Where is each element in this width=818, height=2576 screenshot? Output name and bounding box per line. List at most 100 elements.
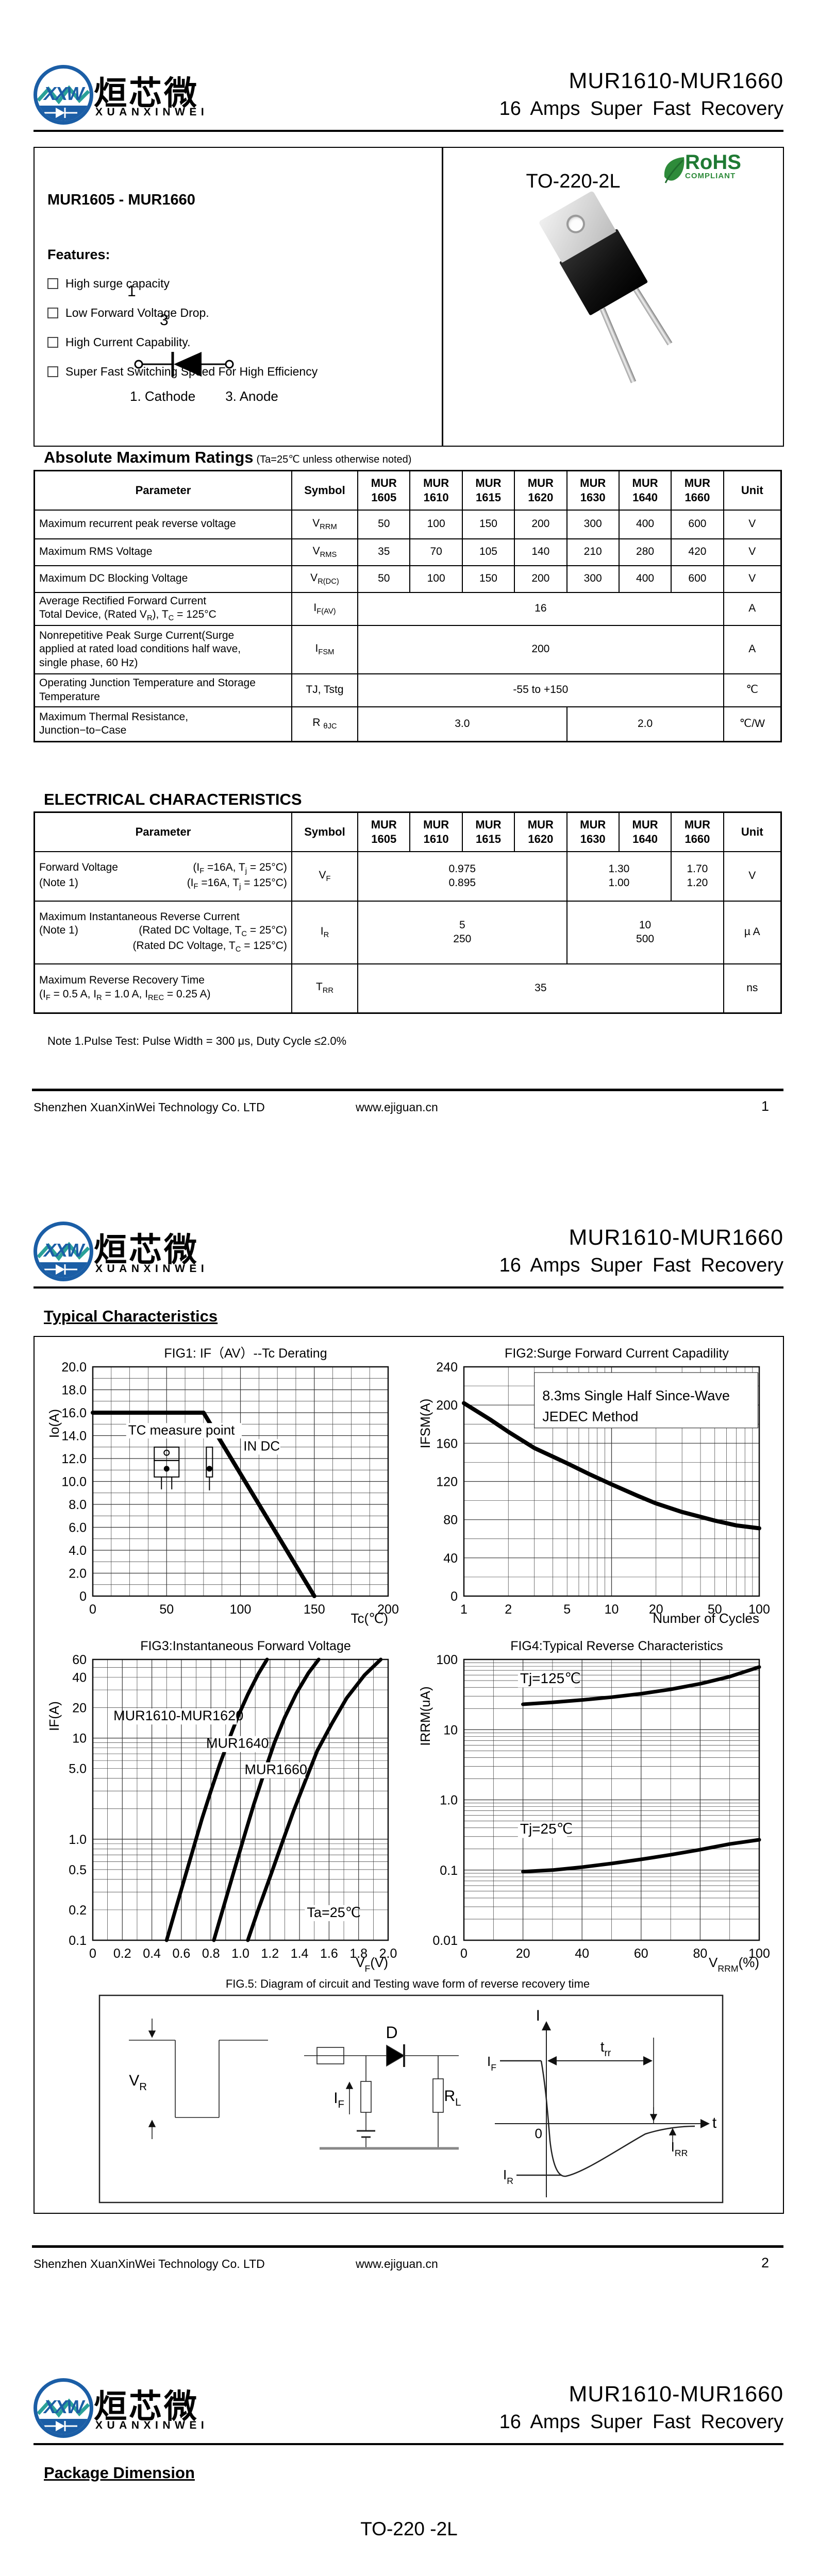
table-cell: Maximum Thermal Resistance, Junction−to−C… (34, 706, 292, 742)
lead-1 (599, 307, 637, 383)
feature-text: Low Forward Voltage Drop. (65, 306, 209, 319)
x-tick-label: 1 (460, 1602, 468, 1617)
pin-legend: 1. Cathode 3. Anode (130, 388, 308, 404)
table-cell: 200 (514, 565, 567, 593)
y-tick-label: 2.0 (69, 1567, 87, 1581)
x-tick-label: 100 (748, 1602, 770, 1617)
y-tick-label: 5.0 (69, 1762, 87, 1776)
fig5-geometry (98, 1994, 724, 2204)
table-row: Operating Junction Temperature and Stora… (34, 673, 782, 707)
table-cell: Operating Junction Temperature and Stora… (34, 673, 292, 707)
table-cell: 140 (514, 538, 567, 566)
chart-series (164, 1657, 269, 1942)
table-cell: Maximum Instantaneous Reverse Current (No… (34, 900, 292, 964)
footer-company: Shenzhen XuanXinWei Technology Co. LTD (34, 1100, 265, 1114)
svg-label: I (536, 2007, 540, 2024)
column-header: Parameter (34, 811, 292, 852)
y-tick-label: 10 (72, 1732, 87, 1746)
y-tick-label: 0 (79, 1589, 87, 1604)
footer-rule (32, 2245, 783, 2248)
x-tick-label: 50 (159, 1602, 174, 1617)
column-header: MUR 1610 (409, 811, 463, 852)
chart-series (246, 1657, 383, 1942)
column-header: MUR 1605 (357, 470, 411, 511)
table-cell: 16 (357, 591, 724, 626)
table-cell: 5 250 (357, 900, 567, 964)
logo-letters: XXW (43, 1240, 84, 1261)
doc-title: MUR1610-MUR1660 (569, 69, 783, 93)
header-rule (34, 1286, 783, 1289)
y-tick-label: 8.0 (69, 1498, 87, 1512)
logo-wave-icon (37, 85, 90, 105)
table-cell: V (723, 565, 782, 593)
header-rule (34, 130, 783, 132)
feature-item: Low Forward Voltage Drop. (47, 306, 209, 320)
logo-letters: XXW (43, 2396, 84, 2417)
table-cell: 300 (566, 565, 620, 593)
table-cell: V (723, 851, 782, 902)
table-cell: 200 (357, 624, 724, 674)
y-axis-label: IRRM(uA) (418, 1686, 433, 1746)
table-cell: 300 (566, 509, 620, 539)
y-tick-label: 80 (443, 1513, 458, 1528)
column-header: MUR 1610 (409, 470, 463, 511)
table-cell: Nonrepetitive Peak Surge Current(Surge ap… (34, 624, 292, 674)
figures-box (34, 1336, 784, 2214)
table-row: Maximum RMS Voltage VRMS 35 70 105 140 210 280 4… (34, 538, 782, 566)
table-cell: 0.975 0.895 (357, 851, 567, 902)
x-tick-label: 1.8 (349, 1946, 368, 1961)
x-tick-label: 100 (230, 1602, 252, 1617)
table-cell: 35 (357, 538, 411, 566)
x-tick-label: 0.2 (113, 1946, 131, 1961)
svg-label: t (712, 2114, 717, 2131)
y-tick-label: 1.0 (440, 1793, 458, 1808)
x-tick-label: 0.4 (143, 1946, 161, 1961)
table-cell: ℃ (723, 673, 782, 707)
part-range: MUR1605 - MUR1660 (47, 192, 195, 208)
chart-annotation: Tj=25℃ (520, 1821, 573, 1837)
table-cell: 100 (409, 565, 463, 593)
checkbox-icon (47, 366, 58, 377)
table-cell: 3.0 (357, 706, 567, 742)
chart-series (91, 1411, 316, 1598)
chart-title: FIG3:Instantaneous Forward Voltage (140, 1639, 351, 1653)
x-tick-label: 0 (460, 1946, 468, 1961)
package-name: TO-220 -2L (360, 2518, 458, 2539)
table-cell: 600 (671, 565, 724, 593)
chart-annotation: IN DC (243, 1438, 280, 1453)
column-header: MUR 1620 (514, 811, 567, 852)
column-header: MUR 1640 (618, 470, 672, 511)
table-cell: 200 (514, 509, 567, 539)
legend-cathode: 1. Cathode (130, 388, 196, 404)
table-cell: IFSM (291, 624, 359, 674)
diode-symbol (134, 352, 234, 377)
svg-label: 0 (535, 2126, 542, 2141)
page-3: XXW 烜芯微 XUANXINWEI MUR1610-MUR1660 16 Am… (0, 2313, 818, 2576)
checkbox-icon (47, 337, 58, 348)
table-row: Maximum Instantaneous Reverse Current (No… (34, 900, 782, 964)
logo-wave-icon (37, 1242, 90, 1261)
x-tick-label: 100 (748, 1946, 770, 1961)
y-tick-label: 20 (72, 1701, 87, 1716)
column-header: MUR 1630 (566, 470, 620, 511)
x-tick-label: 0.6 (173, 1946, 191, 1961)
to220-mini-icon (206, 1446, 213, 1490)
brand-name-cn: 烜芯微 (94, 2388, 199, 2425)
fig2-surge-chart: 1 2 5 10 20 50 100 240 200 160 120 80 40 0 8.3ms Singl… (418, 1346, 770, 1626)
y-tick-label: 10.0 (61, 1475, 87, 1489)
feature-item: High surge capacity (47, 277, 170, 291)
table-row: Forward Voltage (IF =16A, Tj = 25°C) (Note… (34, 851, 782, 902)
rohs-text: RoHS (685, 151, 741, 174)
y-tick-label: 0.2 (69, 1903, 87, 1918)
header-rule (34, 2443, 783, 2445)
table-cell: VRRM (291, 509, 359, 539)
table-cell: 210 (566, 538, 620, 566)
column-header: MUR 1630 (566, 811, 620, 852)
logo-wave-icon (37, 2398, 90, 2418)
doc-subtitle: 16 Amps Super Fast Recovery (499, 1255, 783, 1276)
chart-annotation: Tj=125℃ (520, 1670, 581, 1686)
table-cell: VR(DC) (291, 565, 359, 593)
svg-label: IF (487, 2054, 496, 2073)
doc-title: MUR1610-MUR1660 (569, 2382, 783, 2406)
chart-annotation: 8.3ms Single Half Since-Wave (542, 1388, 730, 1403)
